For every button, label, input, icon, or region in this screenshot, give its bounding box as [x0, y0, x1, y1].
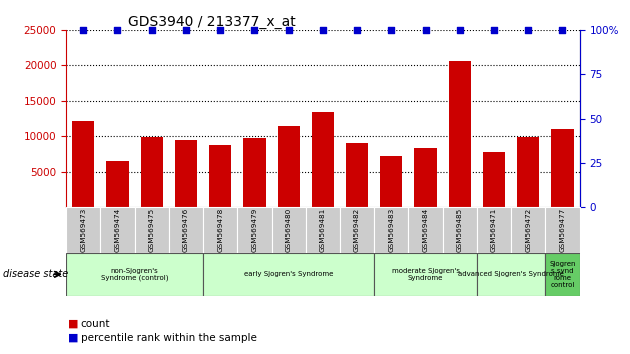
- Text: advanced Sjogren's Syndrome: advanced Sjogren's Syndrome: [458, 272, 564, 277]
- Bar: [135, 207, 169, 253]
- Text: GSM569484: GSM569484: [423, 208, 428, 252]
- Bar: [106, 161, 129, 207]
- Bar: [443, 207, 477, 253]
- Point: [420, 27, 430, 33]
- Bar: [66, 253, 203, 296]
- Bar: [175, 140, 197, 207]
- Point: [455, 27, 465, 33]
- Point: [249, 27, 260, 33]
- Bar: [374, 253, 477, 296]
- Text: disease state: disease state: [3, 269, 69, 279]
- Bar: [517, 137, 539, 207]
- Bar: [483, 152, 505, 207]
- Text: GSM569479: GSM569479: [251, 208, 258, 252]
- Bar: [415, 148, 437, 207]
- Bar: [169, 207, 203, 253]
- Text: Sjogren
s synd
rome
control: Sjogren s synd rome control: [549, 261, 576, 288]
- Bar: [272, 207, 306, 253]
- Bar: [312, 112, 334, 207]
- Point: [112, 27, 122, 33]
- Bar: [209, 145, 231, 207]
- Bar: [72, 121, 94, 207]
- Point: [181, 27, 191, 33]
- Bar: [346, 143, 368, 207]
- Text: ■: ■: [68, 333, 79, 343]
- Point: [284, 27, 294, 33]
- Text: GSM569477: GSM569477: [559, 208, 566, 252]
- Text: GSM569475: GSM569475: [149, 208, 155, 252]
- Bar: [546, 207, 580, 253]
- Bar: [546, 253, 580, 296]
- Text: GSM569485: GSM569485: [457, 208, 463, 252]
- Point: [147, 27, 157, 33]
- Bar: [306, 207, 340, 253]
- Bar: [243, 138, 265, 207]
- Point: [386, 27, 396, 33]
- Point: [558, 27, 568, 33]
- Bar: [477, 253, 546, 296]
- Text: GSM569482: GSM569482: [354, 208, 360, 252]
- Bar: [551, 129, 573, 207]
- Bar: [100, 207, 135, 253]
- Text: percentile rank within the sample: percentile rank within the sample: [81, 333, 256, 343]
- Bar: [408, 207, 443, 253]
- Point: [215, 27, 226, 33]
- Bar: [278, 126, 300, 207]
- Bar: [140, 137, 163, 207]
- Point: [523, 27, 533, 33]
- Bar: [374, 207, 408, 253]
- Point: [352, 27, 362, 33]
- Point: [78, 27, 88, 33]
- Text: GSM569481: GSM569481: [320, 208, 326, 252]
- Point: [489, 27, 499, 33]
- Bar: [340, 207, 374, 253]
- Text: non-Sjogren's
Syndrome (control): non-Sjogren's Syndrome (control): [101, 268, 168, 281]
- Text: GSM569480: GSM569480: [285, 208, 292, 252]
- Text: GSM569483: GSM569483: [388, 208, 394, 252]
- Bar: [203, 253, 374, 296]
- Bar: [381, 156, 403, 207]
- Point: [318, 27, 328, 33]
- Bar: [477, 207, 511, 253]
- Bar: [511, 207, 546, 253]
- Text: GSM569473: GSM569473: [80, 208, 86, 252]
- Text: ■: ■: [68, 319, 79, 329]
- Text: moderate Sjogren's
Syndrome: moderate Sjogren's Syndrome: [392, 268, 459, 281]
- Text: count: count: [81, 319, 110, 329]
- Text: GSM569474: GSM569474: [115, 208, 120, 252]
- Bar: [203, 207, 238, 253]
- Text: GSM569478: GSM569478: [217, 208, 223, 252]
- Bar: [449, 61, 471, 207]
- Text: early Sjogren's Syndrome: early Sjogren's Syndrome: [244, 272, 333, 277]
- Bar: [238, 207, 272, 253]
- Text: GSM569472: GSM569472: [525, 208, 531, 252]
- Bar: [66, 207, 100, 253]
- Text: GSM569471: GSM569471: [491, 208, 497, 252]
- Text: GDS3940 / 213377_x_at: GDS3940 / 213377_x_at: [128, 15, 295, 29]
- Text: GSM569476: GSM569476: [183, 208, 189, 252]
